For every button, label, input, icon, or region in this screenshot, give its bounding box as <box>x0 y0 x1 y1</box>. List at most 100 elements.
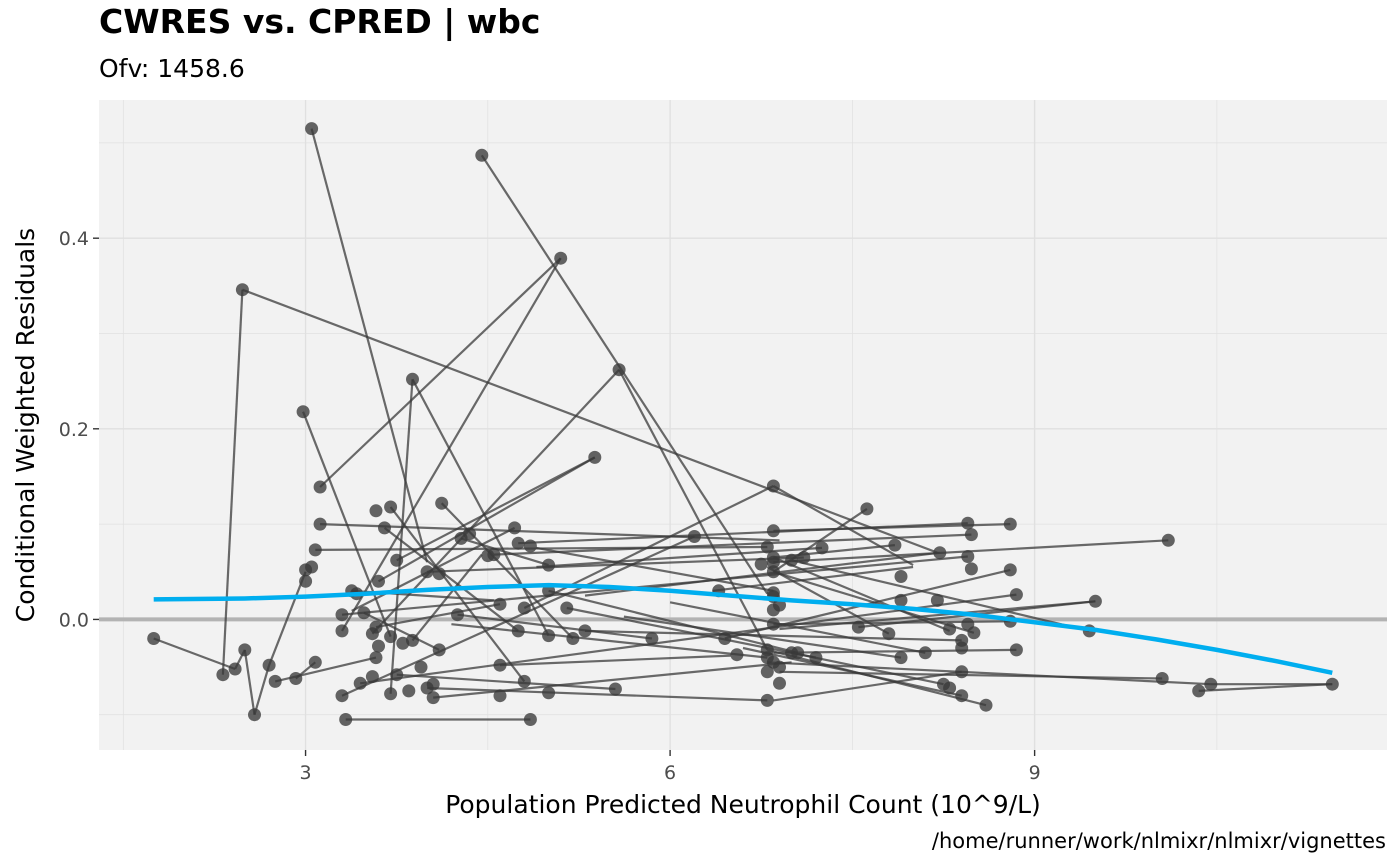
data-point <box>933 546 947 560</box>
data-point <box>791 646 805 660</box>
data-point <box>511 536 525 550</box>
series-line <box>341 257 562 632</box>
data-point <box>918 646 932 660</box>
data-point <box>961 550 975 563</box>
data-point <box>730 648 744 662</box>
series-line <box>772 556 951 632</box>
series-line <box>742 646 962 697</box>
series-line <box>451 623 768 659</box>
data-point <box>372 639 385 653</box>
data-point <box>797 551 811 564</box>
data-point <box>961 516 975 530</box>
series-line <box>1198 683 1333 692</box>
data-point <box>339 713 353 726</box>
data-point <box>296 405 310 419</box>
data-point <box>851 620 865 634</box>
data-point <box>369 651 383 665</box>
series-line <box>433 661 792 699</box>
data-point <box>760 665 774 679</box>
data-point <box>687 530 701 543</box>
series-line <box>623 615 902 659</box>
series-line <box>548 589 798 654</box>
data-point <box>888 538 902 552</box>
data-point <box>542 558 556 572</box>
data-point <box>955 641 969 655</box>
series-line <box>268 571 307 666</box>
data-point <box>815 541 829 555</box>
y-tick-label: 0.2 <box>59 419 89 441</box>
data-point <box>578 624 592 638</box>
data-point <box>554 251 568 265</box>
data-point <box>894 651 908 665</box>
data-point <box>268 674 282 688</box>
data-point <box>420 565 434 579</box>
data-point <box>955 665 969 679</box>
data-point <box>475 148 489 162</box>
smooth-line <box>153 582 1333 676</box>
data-point <box>426 691 440 705</box>
data-point <box>384 630 398 644</box>
series-line <box>363 611 440 651</box>
series-line <box>411 553 483 642</box>
series-line <box>253 664 271 716</box>
data-point <box>384 500 398 514</box>
series-line <box>584 629 962 642</box>
data-point <box>305 122 319 136</box>
data-point <box>390 553 404 567</box>
data-point <box>493 597 507 611</box>
data-point <box>1155 672 1169 685</box>
data-point <box>608 682 622 696</box>
data-point <box>308 543 322 557</box>
data-point <box>454 531 468 545</box>
data-point <box>308 655 322 669</box>
data-point <box>943 622 957 636</box>
data-point <box>773 660 786 674</box>
series-line <box>221 289 244 675</box>
data-point <box>357 606 371 620</box>
data-point <box>588 450 602 464</box>
x-tick-label: 3 <box>300 762 312 784</box>
data-point <box>390 668 404 682</box>
data-point <box>760 693 774 707</box>
series-line <box>153 637 236 671</box>
data-point <box>523 713 537 726</box>
x-tick-label: 9 <box>1029 762 1041 784</box>
data-point <box>943 681 957 695</box>
y-tick-label: 0.4 <box>59 228 89 250</box>
data-point <box>766 617 780 631</box>
data-point <box>365 627 379 641</box>
series-line <box>460 537 549 567</box>
series-line <box>518 522 968 545</box>
series-line <box>243 649 256 715</box>
series-line <box>396 456 596 562</box>
series-points <box>147 122 1339 726</box>
data-point <box>493 689 507 703</box>
data-point <box>517 601 531 615</box>
series-line <box>375 603 501 629</box>
data-point <box>228 662 242 676</box>
data-point <box>299 563 313 577</box>
data-point <box>1204 677 1218 691</box>
data-point <box>369 504 383 518</box>
data-point <box>766 524 780 538</box>
data-point <box>493 658 507 672</box>
data-point <box>335 689 349 703</box>
series-line <box>493 533 972 556</box>
data-point <box>809 651 823 665</box>
series-line <box>457 613 653 640</box>
data-point <box>517 674 531 688</box>
data-point <box>894 593 908 607</box>
x-axis-title: Population Predicted Neutrophil Count (1… <box>445 790 1041 819</box>
data-point <box>560 601 574 615</box>
series-line <box>779 670 1163 680</box>
data-point <box>313 480 327 494</box>
data-point <box>860 502 874 516</box>
series-line <box>773 670 962 702</box>
data-point <box>508 521 522 535</box>
series-line <box>499 654 731 667</box>
data-point <box>967 626 981 640</box>
data-point <box>378 521 391 535</box>
series-line <box>377 456 596 583</box>
data-point <box>420 681 434 695</box>
data-point <box>882 627 896 641</box>
